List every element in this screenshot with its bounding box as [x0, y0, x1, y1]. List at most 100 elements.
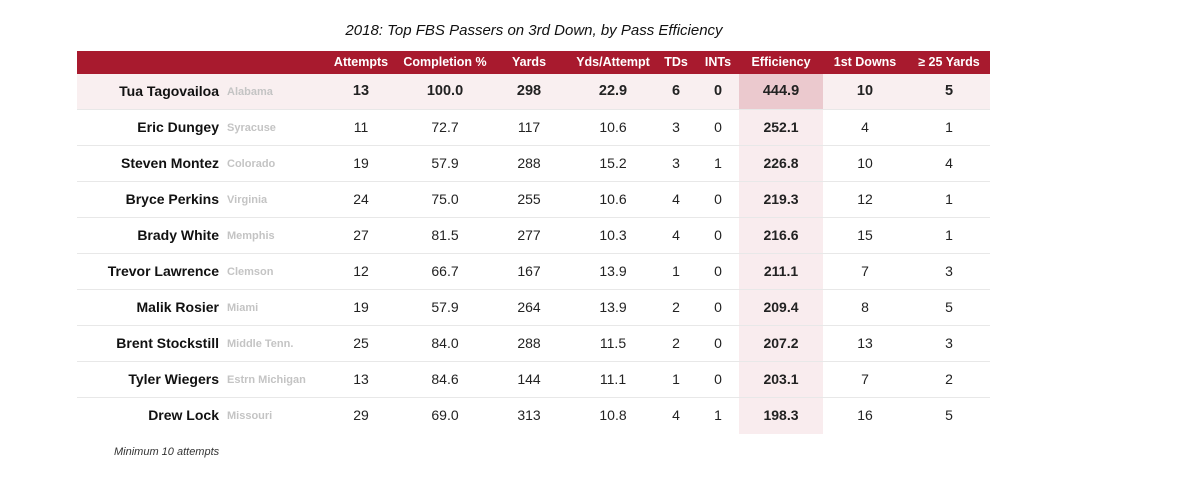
cell-ints: 1 [714, 407, 722, 423]
cell-yds-attempt: 10.8 [599, 407, 627, 423]
cell-tds: 1 [672, 263, 680, 279]
footnote: Minimum 10 attempts [114, 446, 220, 458]
player-name: Tyler Wiegers [128, 371, 219, 387]
table-row: Malik Rosier Miami 19 57.9 264 13.9 2 0 209.4 8 5 [77, 290, 990, 326]
cell-ints: 0 [714, 299, 722, 315]
cell-efficiency: 216.6 [763, 227, 799, 243]
cell-tds: 4 [672, 227, 680, 243]
cell-efficiency: 444.9 [739, 74, 823, 109]
cell-completion: 81.5 [431, 227, 459, 243]
cell-yards: 277 [517, 227, 541, 243]
cell-attempts: 13 [353, 371, 369, 387]
cell-yds-attempt: 10.6 [599, 191, 627, 207]
cell-yds-attempt: 22.9 [598, 83, 628, 99]
cell-25-yards: 3 [945, 335, 953, 351]
cell-25-yards: 5 [945, 299, 953, 315]
table-row: Bryce Perkins Virginia 24 75.0 255 10.6 4 0 219.… [77, 182, 990, 218]
cell-yards: 313 [517, 407, 541, 423]
player-name: Eric Dungey [137, 119, 219, 135]
column-header-yds-attempt: Yds/Attempt [576, 55, 650, 69]
team-name: Clemson [227, 266, 274, 278]
cell-yds-attempt: 11.5 [599, 335, 627, 351]
cell-yds-attempt: 10.6 [599, 119, 627, 135]
player-name: Malik Rosier [136, 299, 219, 315]
cell-ints: 0 [714, 371, 722, 387]
cell-yards: 264 [517, 299, 541, 315]
team-name: Memphis [227, 230, 275, 242]
table-row: Brady White Memphis 27 81.5 277 10.3 4 0 216.6 15… [77, 218, 990, 254]
team-name: Syracuse [227, 122, 276, 134]
column-header-1st-downs: 1st Downs [833, 55, 897, 69]
cell-yards: 288 [517, 335, 541, 351]
cell-1st-downs: 7 [861, 371, 869, 387]
cell-1st-downs: 7 [861, 263, 869, 279]
cell-completion: 100.0 [426, 83, 464, 99]
cell-1st-downs: 8 [861, 299, 869, 315]
cell-attempts: 25 [353, 335, 369, 351]
cell-attempts: 11 [353, 119, 369, 135]
cell-ints: 0 [714, 227, 722, 243]
efficiency-column-highlight [739, 74, 823, 434]
column-header-efficiency: Efficiency [751, 55, 811, 69]
cell-tds: 3 [672, 119, 680, 135]
player-name: Brent Stockstill [116, 335, 219, 351]
cell-attempts: 29 [353, 407, 369, 423]
cell-completion: 75.0 [431, 191, 459, 207]
cell-yards: 255 [517, 191, 541, 207]
cell-attempts: 27 [353, 227, 369, 243]
column-header-completion: Completion % [403, 55, 487, 69]
table-row: Brent Stockstill Middle Tenn. 25 84.0 288 11.… [77, 326, 990, 362]
cell-completion: 72.7 [431, 119, 459, 135]
cell-tds: 6 [671, 83, 681, 99]
chart-title: 2018: Top FBS Passers on 3rd Down, by Pa… [345, 22, 723, 39]
table-header: Attempts Completion % Yards Yds/Attempt TDs I… [77, 51, 990, 74]
cell-25-yards: 1 [945, 119, 953, 135]
cell-1st-downs: 4 [861, 119, 869, 135]
cell-attempts: 19 [353, 155, 369, 171]
cell-efficiency: 209.4 [763, 299, 799, 315]
table-row: Tua Tagovailoa Alabama 13 100.0 298 22.9 6 0 444… [77, 74, 990, 110]
cell-25-yards: 3 [945, 263, 953, 279]
player-name: Trevor Lawrence [107, 263, 219, 279]
team-name: Virginia [227, 194, 268, 206]
cell-ints: 0 [714, 119, 722, 135]
table-row: Eric Dungey Syracuse 11 72.7 117 10.6 3 0 252.1 4… [77, 110, 990, 146]
cell-1st-downs: 16 [857, 407, 873, 423]
cell-completion: 57.9 [431, 155, 459, 171]
cell-efficiency: 198.3 [763, 407, 799, 423]
cell-ints: 0 [714, 263, 722, 279]
cell-1st-downs: 10 [857, 155, 873, 171]
cell-yards: 144 [517, 371, 541, 387]
cell-1st-downs: 13 [857, 335, 873, 351]
player-name: Drew Lock [148, 407, 219, 423]
cell-attempts: 24 [353, 191, 369, 207]
cell-ints: 0 [714, 191, 722, 207]
cell-1st-downs: 15 [857, 227, 873, 243]
cell-efficiency: 211.1 [763, 263, 799, 279]
cell-ints: 0 [713, 83, 723, 99]
team-name: Middle Tenn. [227, 338, 294, 350]
cell-completion: 84.0 [431, 335, 459, 351]
cell-efficiency: 252.1 [763, 119, 799, 135]
table-row: Trevor Lawrence Clemson 12 66.7 167 13.9 1 0 211… [77, 254, 990, 290]
cell-yards: 167 [517, 263, 541, 279]
column-header-tds: TDs [664, 55, 688, 69]
team-name: Colorado [227, 158, 276, 170]
cell-attempts: 12 [353, 263, 369, 279]
team-name: Alabama [227, 86, 273, 98]
cell-yards: 288 [517, 155, 541, 171]
cell-yds-attempt: 10.3 [599, 227, 627, 243]
cell-tds: 2 [672, 335, 680, 351]
cell-attempts: 19 [353, 299, 369, 315]
cell-25-yards: 5 [945, 407, 953, 423]
team-name: Missouri [227, 410, 273, 422]
cell-yds-attempt: 15.2 [599, 155, 627, 171]
player-name: Steven Montez [120, 155, 219, 171]
cell-25-yards: 5 [944, 83, 954, 99]
cell-ints: 1 [714, 155, 722, 171]
table-row: Steven Montez Colorado 19 57.9 288 15.2 3 1 226.… [77, 146, 990, 182]
cell-tds: 2 [672, 299, 680, 315]
table-row: Tyler Wiegers Estrn Michigan 13 84.6 144 11.1… [77, 362, 990, 398]
player-name: Tua Tagovailoa [119, 83, 219, 99]
table-row: Drew Lock Missouri 29 69.0 313 10.8 4 1 198.3 16 5 [77, 398, 990, 433]
